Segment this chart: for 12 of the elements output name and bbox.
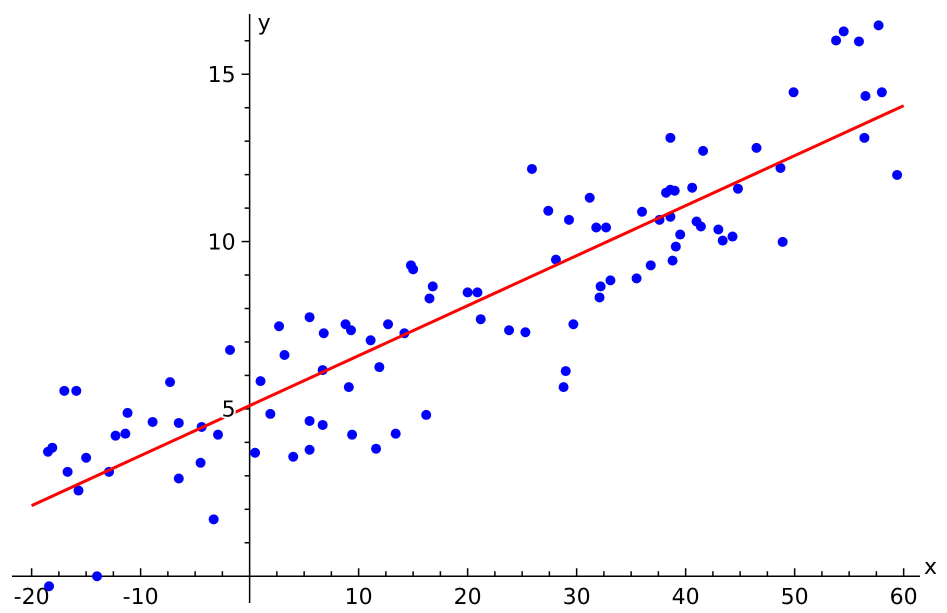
x-tick-label: -10 — [122, 585, 159, 610]
x-axis-title: x — [924, 555, 938, 580]
x-tick-label: -20 — [14, 585, 50, 610]
x-tick-label: 60 — [890, 585, 918, 610]
x-tick-label: 40 — [672, 585, 700, 610]
x-tick-label: 50 — [780, 585, 809, 610]
y-tick-label: 15 — [208, 62, 236, 88]
x-tick-label: 20 — [454, 585, 482, 610]
x-tick-label: 10 — [344, 585, 373, 610]
y-axis-title: y — [258, 11, 271, 36]
x-tick-label: 30 — [562, 585, 591, 610]
y-tick-label: 10 — [208, 230, 236, 256]
